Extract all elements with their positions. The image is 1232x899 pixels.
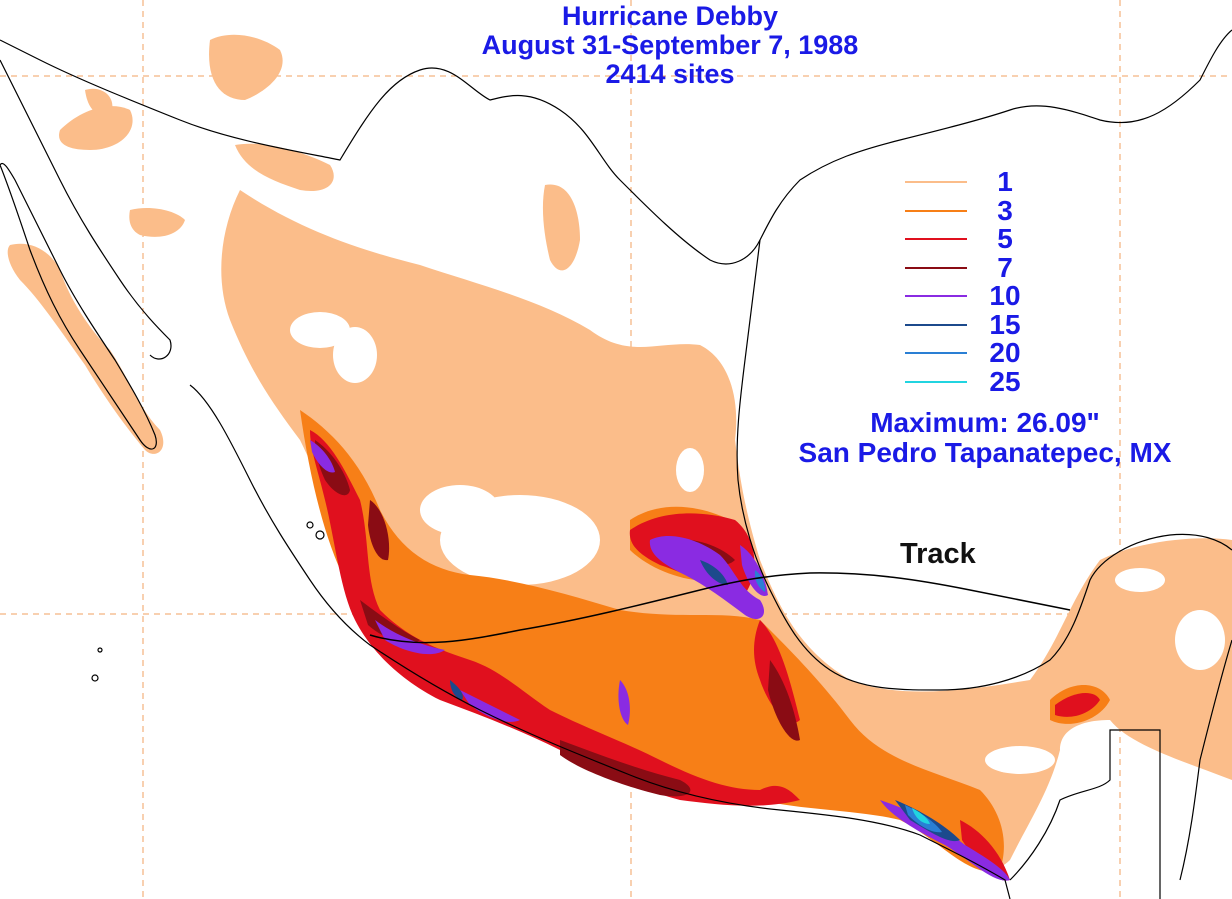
map-title: Hurricane Debby <box>561 1 779 31</box>
legend-item: 25 <box>905 365 1035 397</box>
legend-item: 5 <box>905 223 1035 254</box>
legend-swatch <box>905 323 967 326</box>
legend-swatch <box>905 238 967 240</box>
legend-item: 10 <box>905 280 1035 311</box>
legend-swatch <box>905 295 967 297</box>
legend-item: 20 <box>905 337 1035 368</box>
map-date-range: August 31-September 7, 1988 <box>481 30 859 60</box>
legend-label: 7 <box>997 251 1013 283</box>
maximum-location: San Pedro Tapanatepec, MX <box>798 437 1172 468</box>
track-label: Track <box>900 538 976 570</box>
storm-track-line <box>369 572 1071 644</box>
legend-item: 15 <box>905 308 1035 340</box>
legend-label: 25 <box>989 365 1021 397</box>
legend-item: 7 <box>905 251 1035 283</box>
legend-label: 3 <box>997 194 1013 226</box>
legend-item: 1 <box>905 166 1035 197</box>
rainfall-25in <box>912 808 930 824</box>
legend-label: 10 <box>989 280 1021 311</box>
legend-label: 15 <box>989 308 1021 340</box>
coastlines <box>0 29 1232 899</box>
legend-swatch <box>905 352 967 354</box>
legend-swatch <box>905 266 967 269</box>
legend-label: 5 <box>997 223 1013 254</box>
legend-label: 20 <box>989 337 1021 368</box>
map-site-count: 2414 sites <box>605 59 735 89</box>
legend-swatch <box>905 209 967 212</box>
maximum-value: Maximum: 26.09" <box>870 407 1100 438</box>
legend-swatch <box>905 181 967 183</box>
legend-label: 1 <box>997 166 1013 197</box>
legend-swatch <box>905 380 967 383</box>
legend-item: 3 <box>905 194 1035 226</box>
